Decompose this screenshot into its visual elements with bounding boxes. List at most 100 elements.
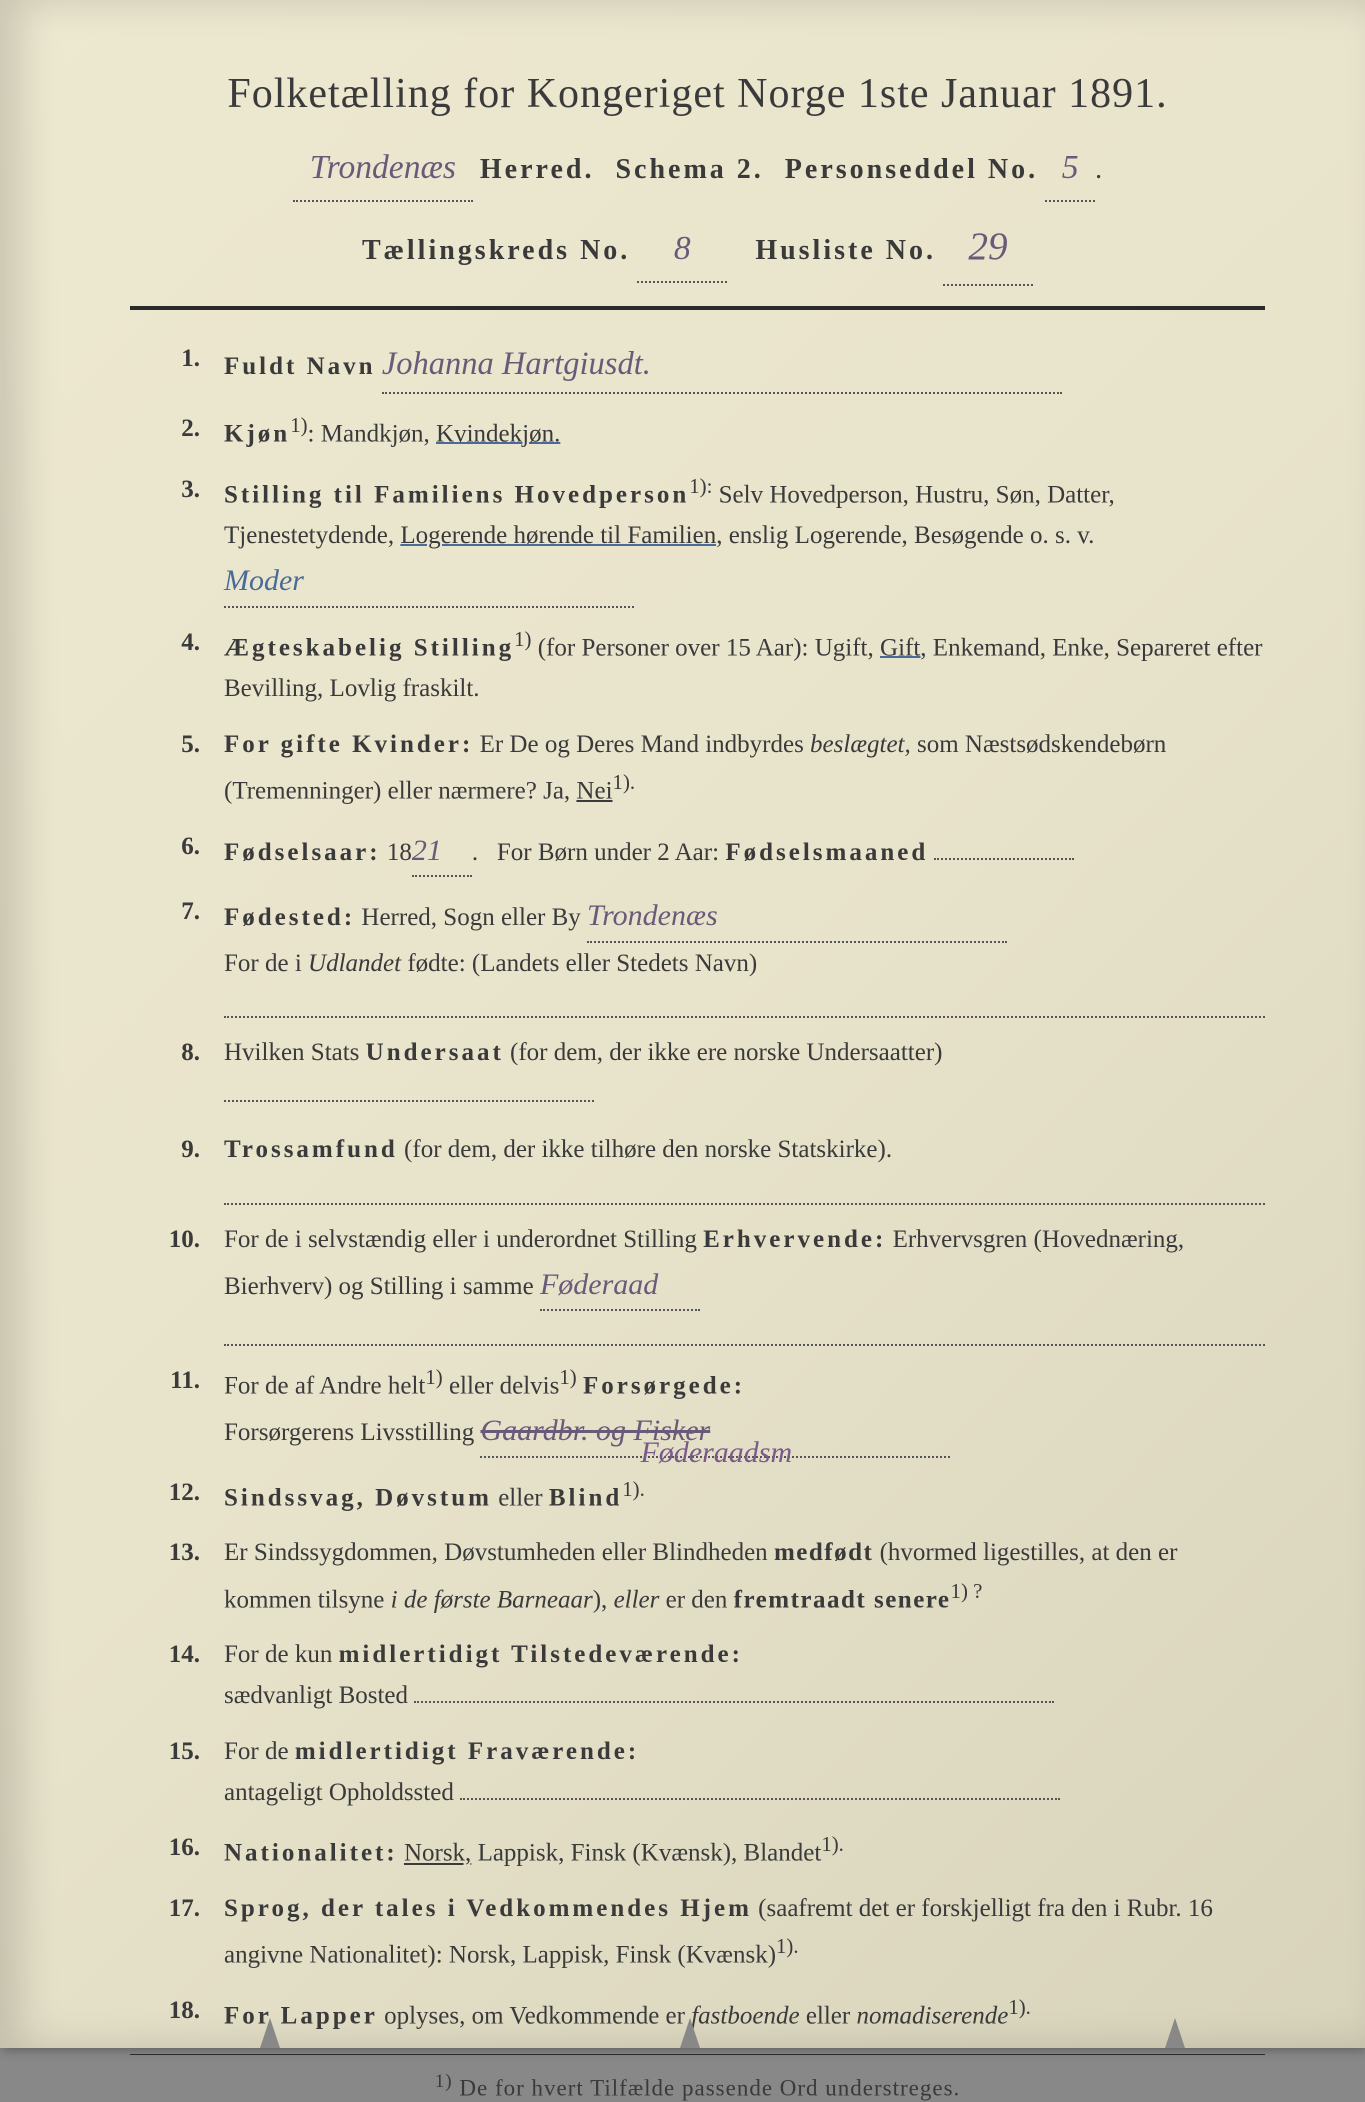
q13-ital: i de første Barneaar bbox=[391, 1586, 593, 1613]
q7-num: 7. bbox=[130, 891, 224, 932]
question-18: 18. For Lapper oplyses, om Vedkommende e… bbox=[130, 1990, 1265, 2037]
q17-num: 17. bbox=[130, 1888, 224, 1929]
q3-text2: enslig Logerende, Besøgende o. s. v. bbox=[729, 522, 1095, 549]
q11-value: Føderaadsm bbox=[640, 1428, 792, 1478]
q10-blank bbox=[224, 1311, 1265, 1346]
q12-label: Sindssvag, Døvstum bbox=[224, 1484, 492, 1511]
q15-text2: antageligt Opholdssted bbox=[224, 1779, 454, 1806]
q6-label: Fødselsaar: bbox=[224, 839, 381, 866]
q14-text2: sædvanligt Bosted bbox=[224, 1682, 408, 1709]
q14-text1: For de kun bbox=[224, 1641, 332, 1668]
q11-sup1: 1) bbox=[425, 1365, 442, 1389]
q18-text1: oplyses, om Vedkommende er bbox=[384, 2002, 685, 2029]
kreds-value: 8 bbox=[674, 230, 691, 267]
question-16: 16. Nationalitet: Norsk, Lappisk, Finsk … bbox=[130, 1827, 1265, 1874]
footnote-sup: 1) bbox=[435, 2071, 453, 2092]
q13-b2: fremtraadt senere bbox=[734, 1586, 951, 1613]
q17-label: Sprog, der tales i Vedkommendes Hjem bbox=[224, 1895, 752, 1922]
header-line-1: Trondenæs Herred. Schema 2. Personseddel… bbox=[130, 136, 1265, 202]
q5-label: For gifte Kvinder: bbox=[224, 731, 473, 758]
q1-num: 1. bbox=[130, 338, 224, 379]
q4-sup: 1) bbox=[514, 627, 531, 651]
q4-label: Ægteskabelig Stilling bbox=[224, 634, 514, 661]
q16-label: Nationalitet: bbox=[224, 1840, 398, 1867]
herred-value: Trondenæs bbox=[310, 149, 456, 186]
q1-value: Johanna Hartgiusdt. bbox=[382, 346, 651, 382]
q18-label: For Lapper bbox=[224, 2002, 378, 2029]
husliste-value: 29 bbox=[968, 225, 1007, 268]
q15-num: 15. bbox=[130, 1731, 224, 1772]
q11-text2: eller delvis bbox=[449, 1372, 559, 1399]
q9-blank bbox=[224, 1170, 1265, 1205]
question-3: 3. Stilling til Familiens Hovedperson1):… bbox=[130, 469, 1265, 608]
schema-label: Schema 2. bbox=[615, 154, 763, 185]
herred-label: Herred. bbox=[480, 154, 595, 185]
personseddel-value: 5 bbox=[1062, 149, 1079, 186]
q9-label: Trossamfund bbox=[224, 1136, 398, 1163]
question-15: 15. For de midlertidigt Fraværende: anta… bbox=[130, 1731, 1265, 1814]
header-line-2: Tællingskreds No. 8 Husliste No. 29 bbox=[130, 210, 1265, 286]
question-10: 10. For de i selvstændig eller i underor… bbox=[130, 1219, 1265, 1346]
question-6: 6. Fødselsaar: 1821. For Børn under 2 Aa… bbox=[130, 826, 1265, 878]
q6-value: 21 bbox=[412, 834, 442, 867]
q3-sup: 1): bbox=[689, 474, 712, 498]
q11-text1: For de af Andre helt bbox=[224, 1372, 425, 1399]
q10-num: 10. bbox=[130, 1219, 224, 1260]
q13-b1: medfødt bbox=[774, 1539, 873, 1566]
q12-sup: 1). bbox=[622, 1477, 645, 1501]
q12-text: eller bbox=[498, 1484, 542, 1511]
q7-blank bbox=[224, 984, 1265, 1019]
q10-text1: For de i selvstændig eller i underordnet… bbox=[224, 1226, 697, 1253]
q4-num: 4. bbox=[130, 622, 224, 663]
footnote: 1) De for hvert Tilfælde passende Ord un… bbox=[130, 2071, 1265, 2102]
q7-text3: fødte: (Landets eller Stedets Navn) bbox=[407, 950, 757, 977]
question-2: 2. Kjøn1): Mandkjøn, Kvindekjøn. bbox=[130, 408, 1265, 455]
q5-sup: 1). bbox=[613, 770, 636, 794]
q16-text: Lappisk, Finsk (Kvænsk), Blandet bbox=[478, 1840, 822, 1867]
q4-paren: (for Personer over 15 Aar): bbox=[538, 634, 809, 661]
q3-label: Stilling til Familiens Hovedperson bbox=[224, 481, 689, 508]
husliste-label: Husliste No. bbox=[755, 235, 936, 266]
q8-text2: (for dem, der ikke ere norske Undersaatt… bbox=[510, 1039, 942, 1066]
q7-text1: Herred, Sogn eller By bbox=[361, 904, 580, 931]
q11-text3: Forsørgerens Livsstilling bbox=[224, 1419, 474, 1446]
q2-num: 2. bbox=[130, 408, 224, 449]
q11-sup2: 1) bbox=[559, 1365, 576, 1389]
question-5: 5. For gifte Kvinder: Er De og Deres Man… bbox=[130, 724, 1265, 812]
census-form-page: Folketælling for Kongeriget Norge 1ste J… bbox=[0, 0, 1365, 2048]
q7-ital: Udlandet bbox=[308, 950, 401, 977]
q5-ital1: beslægtet, bbox=[810, 731, 911, 758]
q18-text2: eller bbox=[806, 2002, 850, 2029]
q11-label: Forsørgede: bbox=[583, 1372, 745, 1399]
q8-text1: Hvilken Stats bbox=[224, 1039, 359, 1066]
q13-text4: er den bbox=[666, 1586, 728, 1613]
q10-value: Føderaad bbox=[540, 1268, 658, 1301]
q3-opt-under: Logerende hørende til Familien, bbox=[400, 522, 722, 549]
q6-prefix: 18 bbox=[387, 839, 412, 866]
q6-text2: For Børn under 2 Aar: bbox=[497, 839, 719, 866]
kreds-label: Tællingskreds No. bbox=[362, 235, 630, 266]
q5-num: 5. bbox=[130, 724, 224, 765]
q13-text3: ), bbox=[593, 1586, 608, 1613]
question-12: 12. Sindssvag, Døvstum eller Blind1). bbox=[130, 1472, 1265, 1519]
q14-label: midlertidigt Tilstedeværende: bbox=[339, 1641, 743, 1668]
q13-num: 13. bbox=[130, 1532, 224, 1573]
q7-label: Fødested: bbox=[224, 904, 355, 931]
q3-num: 3. bbox=[130, 469, 224, 510]
q14-num: 14. bbox=[130, 1634, 224, 1675]
q18-ital1: fastboende bbox=[691, 2002, 799, 2029]
q12-label2: Blind bbox=[549, 1484, 622, 1511]
q2-sup: 1) bbox=[290, 413, 307, 437]
form-title: Folketælling for Kongeriget Norge 1ste J… bbox=[130, 70, 1265, 118]
q12-num: 12. bbox=[130, 1472, 224, 1513]
q18-ital2: nomadiserende bbox=[856, 2002, 1008, 2029]
question-14: 14. For de kun midlertidigt Tilstedevære… bbox=[130, 1634, 1265, 1717]
q5-opt-under: Nei bbox=[576, 777, 612, 804]
q13-ital2: eller bbox=[614, 1586, 660, 1613]
question-1: 1. Fuldt Navn Johanna Hartgiusdt. bbox=[130, 338, 1265, 394]
question-7: 7. Fødested: Herred, Sogn eller By Trond… bbox=[130, 891, 1265, 1018]
question-8: 8. Hvilken Stats Undersaat (for dem, der… bbox=[130, 1032, 1265, 1115]
question-9: 9. Trossamfund (for dem, der ikke tilhør… bbox=[130, 1129, 1265, 1205]
q5-text1: Er De og Deres Mand indbyrdes bbox=[480, 731, 804, 758]
q4-opt-under: Gift, bbox=[880, 634, 927, 661]
